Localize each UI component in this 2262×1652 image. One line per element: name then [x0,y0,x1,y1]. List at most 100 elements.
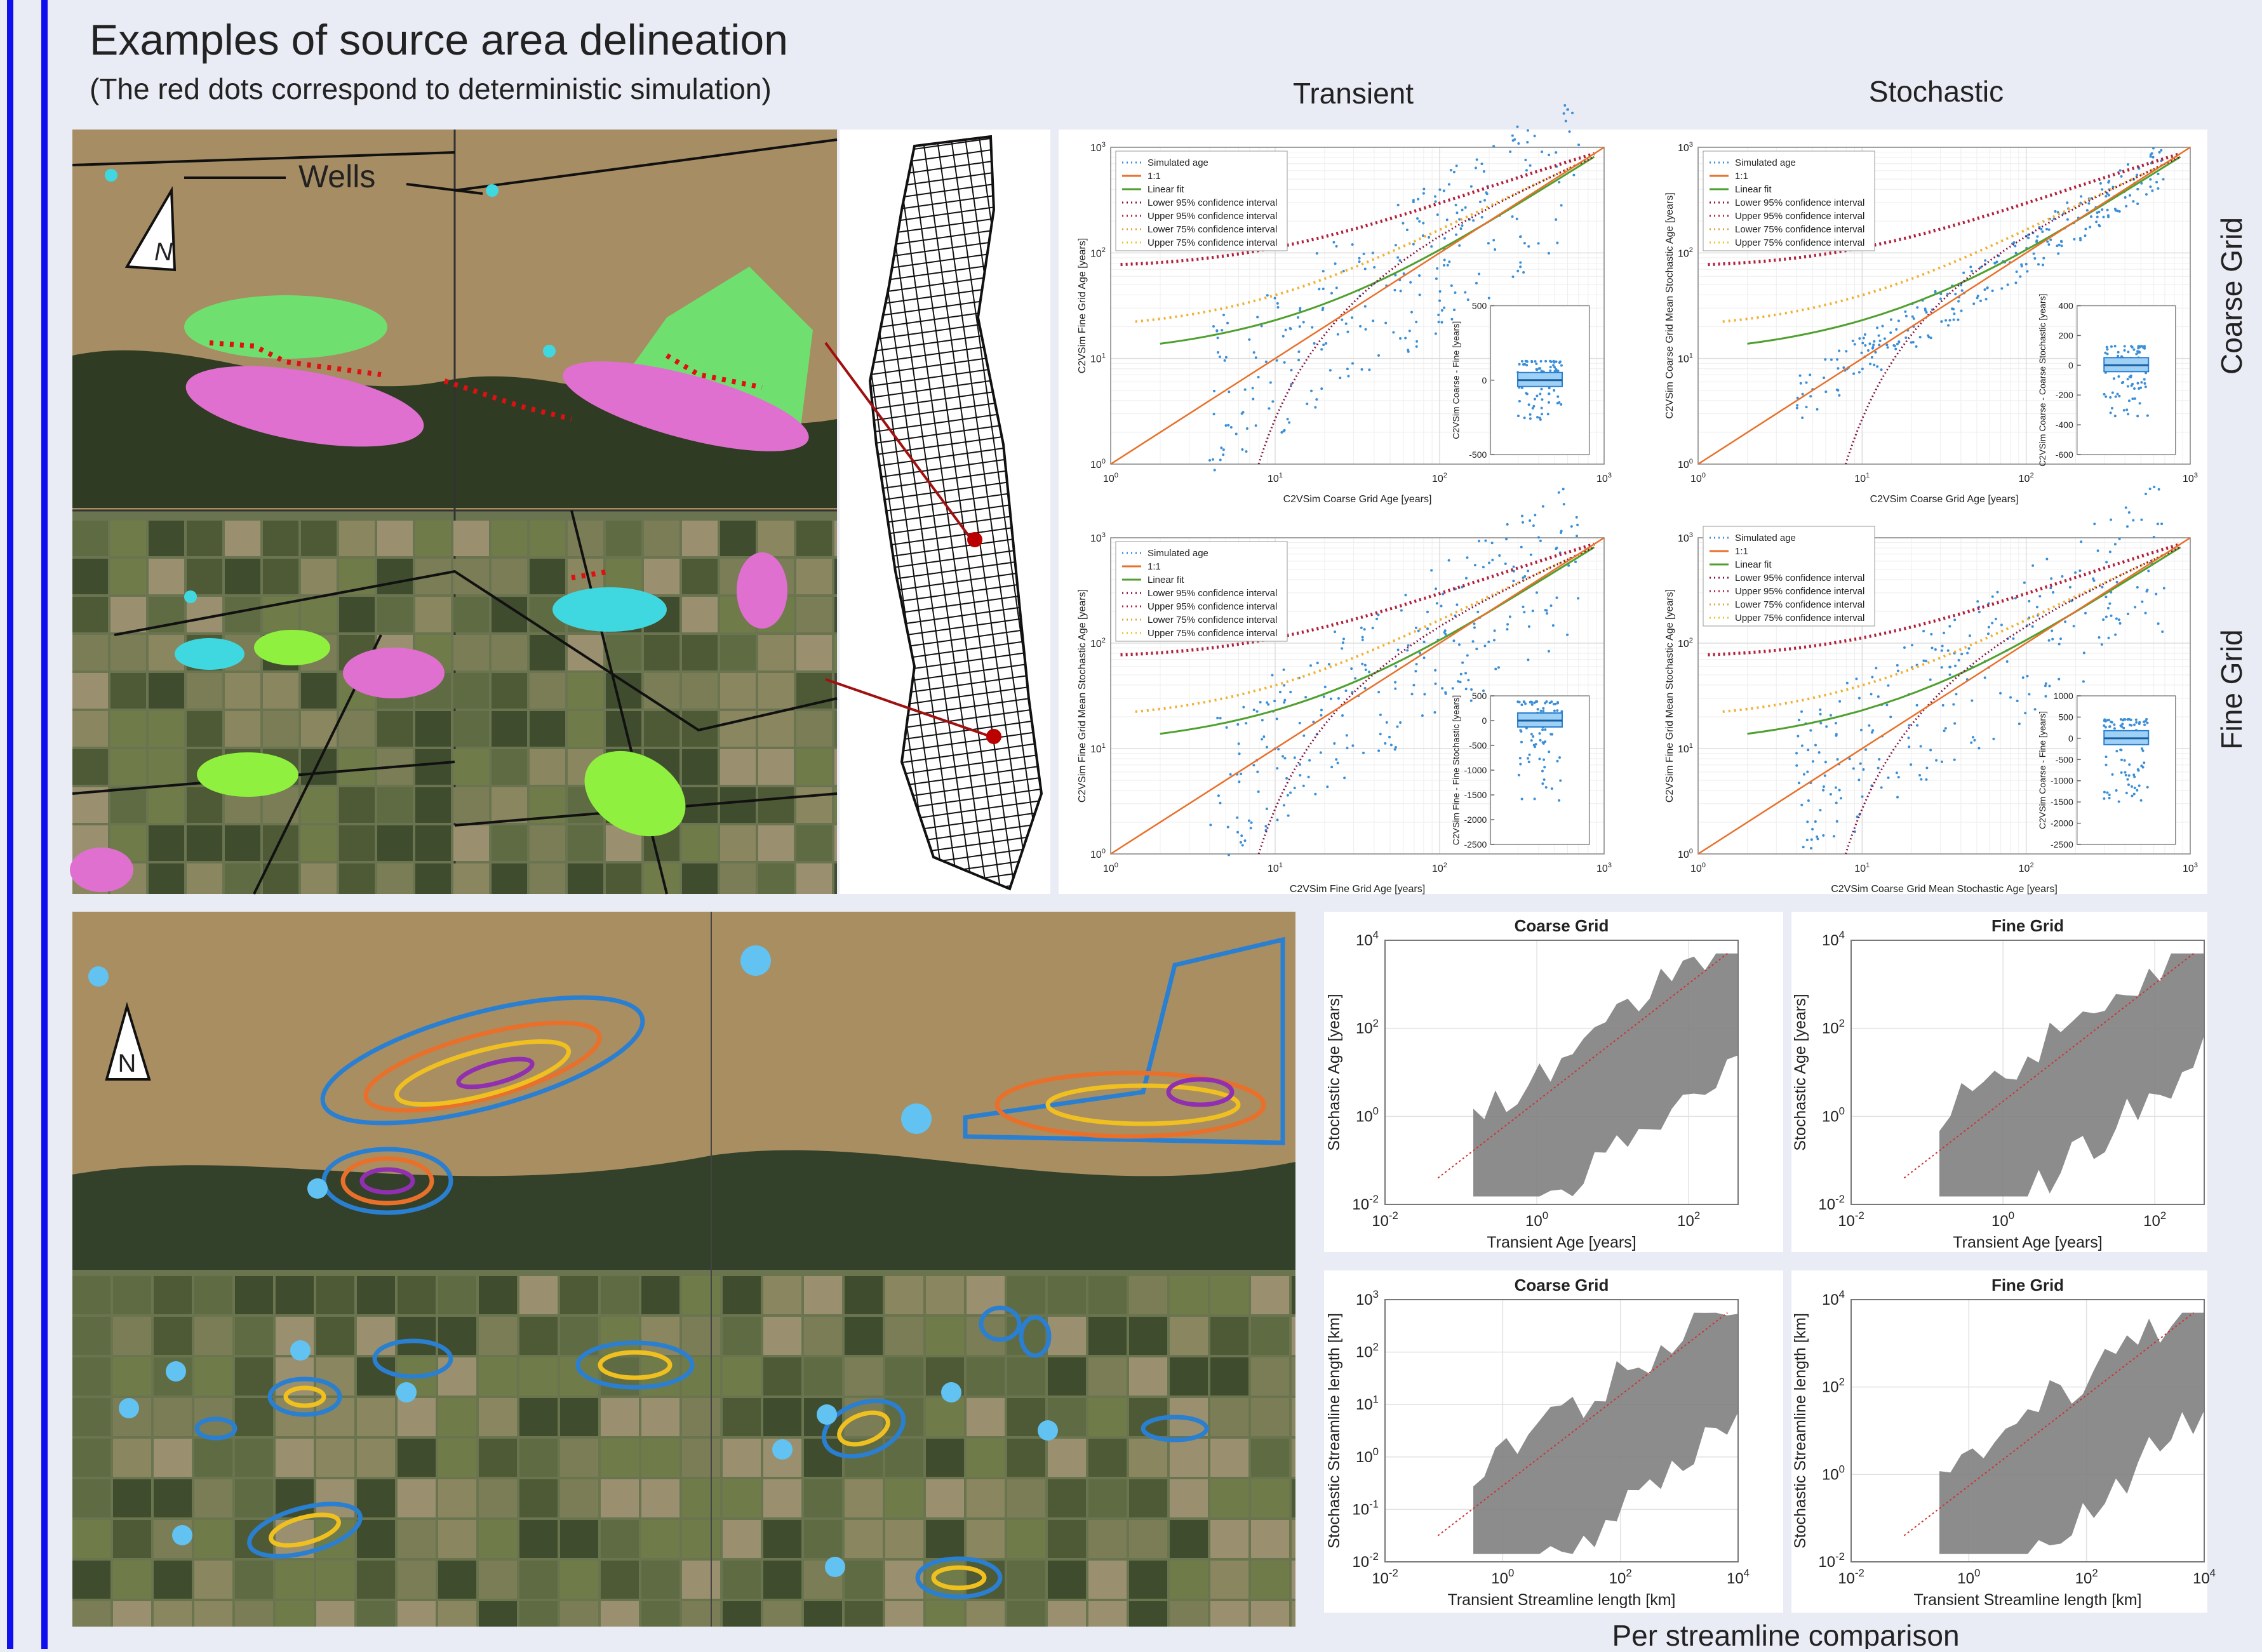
inset-dot [1525,364,1528,366]
field [377,825,413,861]
inset-dot [2146,786,2149,789]
tick-base: 10 [1432,863,1443,874]
scatter-dot [1894,348,1897,350]
scatter-dot [2040,228,2042,230]
scatter-dot [1461,209,1464,211]
scatter-dot [1887,776,1890,779]
legend-label: 1:1 [1735,546,1748,557]
field [453,825,489,861]
inset-dot [2115,750,2118,752]
field [235,1561,273,1599]
scatter-dot [1824,358,1826,361]
scatter-dot [1929,678,1932,681]
field [492,711,527,747]
field [415,787,451,823]
scatter-dot [1377,749,1380,752]
field [682,749,718,785]
scatter-dot [1882,325,1884,328]
scatter-dot [2060,241,2063,243]
scatter-dot [1322,343,1325,346]
axis-label: C2VSim Fine Grid Mean Stochastic Age [ye… [1077,589,1088,803]
field [845,1520,883,1558]
scatter-dot [1476,611,1479,613]
column-header: Stochastic [1869,75,2004,108]
field [357,1561,395,1599]
scatter-dot [1835,722,1837,724]
field [763,1357,801,1396]
field [796,749,832,785]
inset-dot [2127,385,2129,388]
scatter-dot [2158,488,2160,491]
field [149,825,184,861]
scatter-dot [1288,421,1290,423]
inset-dot [1558,799,1560,802]
scatter-dot [2158,151,2161,154]
field [1088,1357,1127,1396]
scatter-dot [2014,597,2017,599]
field [235,1439,273,1477]
field [453,863,489,894]
field [263,521,298,556]
scatter-dot [1871,346,1874,349]
scatter-dot [1289,691,1292,693]
axis-label: C2VSim Coarse Grid Age [years] [1870,494,2019,505]
scatter-dot [1224,359,1226,362]
axis-label: C2VSim Coarse Grid Age [years] [1283,494,1432,505]
source-area [175,638,244,670]
scatter-dot [1962,272,1965,274]
scatter-dot [1979,266,1982,269]
scatter-dot [1478,540,1480,542]
scatter-dot [1818,751,1821,754]
scatter-dot [1304,696,1307,698]
field [1210,1317,1248,1355]
inset-dot [2113,723,2115,726]
scatter-dot [1365,328,1367,331]
field [72,1601,110,1627]
field [154,1398,192,1436]
scatter-dot [1800,382,1802,385]
inset-tick-label: -600 [2056,450,2073,460]
scatter-dot [1861,796,1864,798]
field [357,1520,395,1558]
scatter-dot [1810,847,1812,849]
scatter-dot [1795,764,1798,767]
tick-base: 10 [2183,863,2194,874]
scatter-dot [1266,746,1268,749]
field [560,1276,598,1314]
field [1251,1276,1289,1314]
tick-base: 10 [1609,1570,1626,1587]
map-top: Wells N [70,130,837,894]
axis-label: Stochastic Age [years] [1325,994,1343,1150]
field [1292,1601,1295,1627]
scatter-dot [2009,696,2012,698]
legend-label: Lower 75% confidence interval [1735,599,1864,610]
scatter-dot [1920,745,1922,748]
field [758,521,794,556]
field [560,1601,598,1627]
scatter-dot [1934,290,1937,293]
field [644,521,679,556]
scatter-dot [1257,790,1260,793]
field [72,1276,110,1314]
scatter-dot [1498,554,1501,557]
scatter-dot [1219,356,1221,358]
field [723,1398,761,1436]
inset-dot [2135,719,2138,721]
scatter-dot [1492,145,1495,147]
inset-dot [2125,792,2128,794]
scatter-dot [1467,679,1469,681]
tick-base: 10 [1090,533,1102,544]
scatter-dot [2101,188,2103,190]
field [519,1398,558,1436]
scatter-dot [1505,538,1508,540]
scatter-dot [1465,577,1468,580]
legend-label: Simulated age [1735,157,1796,168]
tick-base: 10 [1268,474,1279,484]
field [415,863,451,894]
field [154,1439,192,1477]
inset-dot [1544,702,1546,705]
scatter-dot [1334,630,1336,633]
scatter-dot [2079,237,2082,239]
scatter-dot [1208,459,1211,462]
scatter-dot [1523,611,1525,613]
